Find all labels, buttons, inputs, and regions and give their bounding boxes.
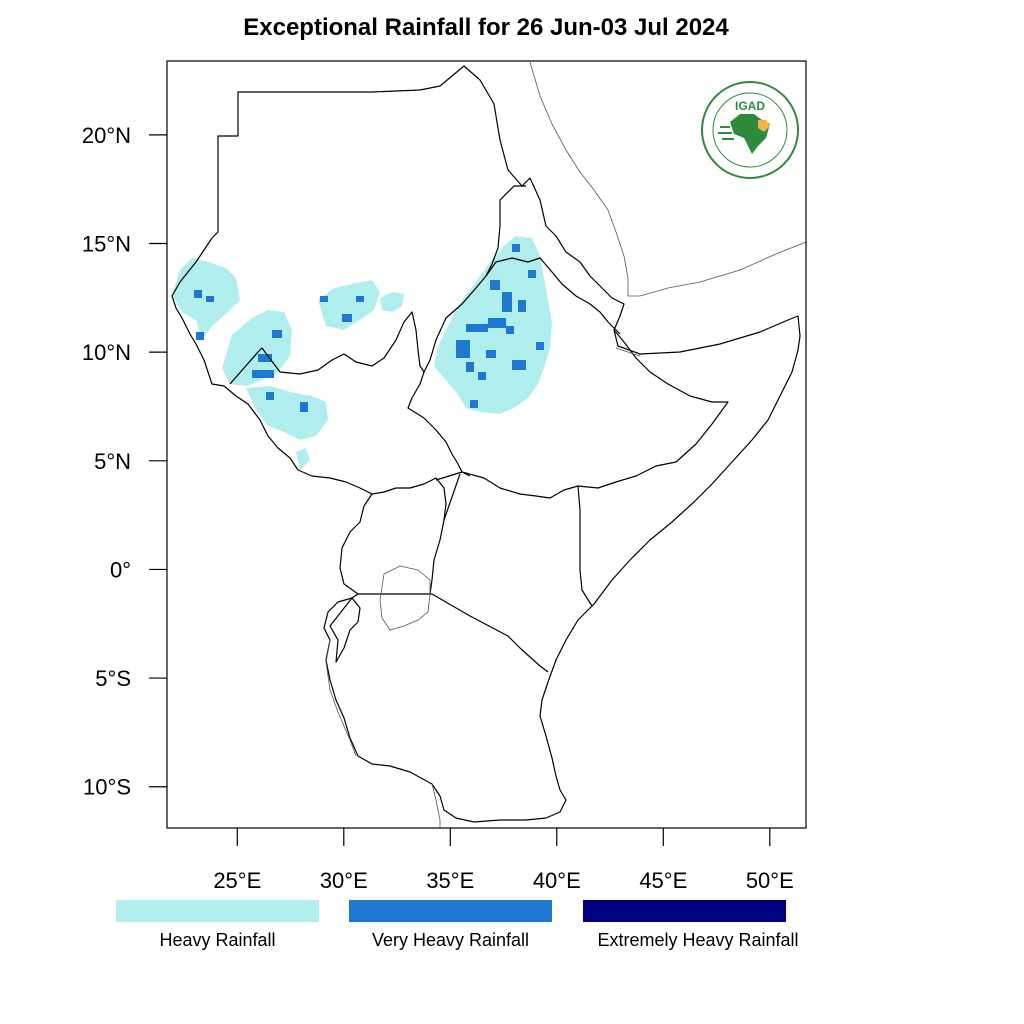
lat-tick-label: 10°S bbox=[83, 775, 131, 800]
lake-outlines bbox=[325, 61, 807, 828]
igad-logo-icon: IGAD bbox=[701, 81, 799, 179]
very-heavy-rainfall-area bbox=[194, 244, 544, 412]
logo-text: IGAD bbox=[735, 99, 765, 113]
lat-tick-label: 0° bbox=[110, 557, 131, 582]
lat-tick-label: 15°N bbox=[82, 232, 131, 257]
lat-tick-label: 10°N bbox=[82, 340, 131, 365]
lat-tick-label: 5°S bbox=[95, 666, 131, 691]
legend-label-very-heavy: Very Heavy Rainfall bbox=[371, 930, 530, 950]
legend-label-heavy: Heavy Rainfall bbox=[159, 930, 276, 950]
country-borders bbox=[171, 65, 801, 823]
lon-tick-label: 30°E bbox=[320, 868, 368, 893]
lon-tick-label: 40°E bbox=[533, 868, 581, 893]
lat-tick-label: 20°N bbox=[82, 123, 131, 148]
lat-tick-label: 5°N bbox=[94, 449, 131, 474]
legend-label-extremely-heavy: Extremely Heavy Rainfall bbox=[597, 930, 799, 950]
latitude-axis: 20°N 15°N 10°N 5°N 0° 5°S 10°S bbox=[82, 123, 167, 800]
map-frame bbox=[166, 60, 807, 829]
legend-swatch-extremely-heavy bbox=[583, 900, 786, 922]
lon-tick-label: 50°E bbox=[746, 868, 794, 893]
legend-swatch-very-heavy bbox=[349, 900, 552, 922]
map-title: Exceptional Rainfall for 26 Jun-03 Jul 2… bbox=[243, 14, 729, 41]
lon-tick-label: 45°E bbox=[639, 868, 687, 893]
lon-tick-label: 35°E bbox=[426, 868, 474, 893]
longitude-axis: 25°E 30°E 35°E 40°E 45°E 50°E bbox=[213, 828, 794, 893]
lon-tick-label: 25°E bbox=[213, 868, 261, 893]
legend-swatch-heavy bbox=[116, 900, 319, 922]
